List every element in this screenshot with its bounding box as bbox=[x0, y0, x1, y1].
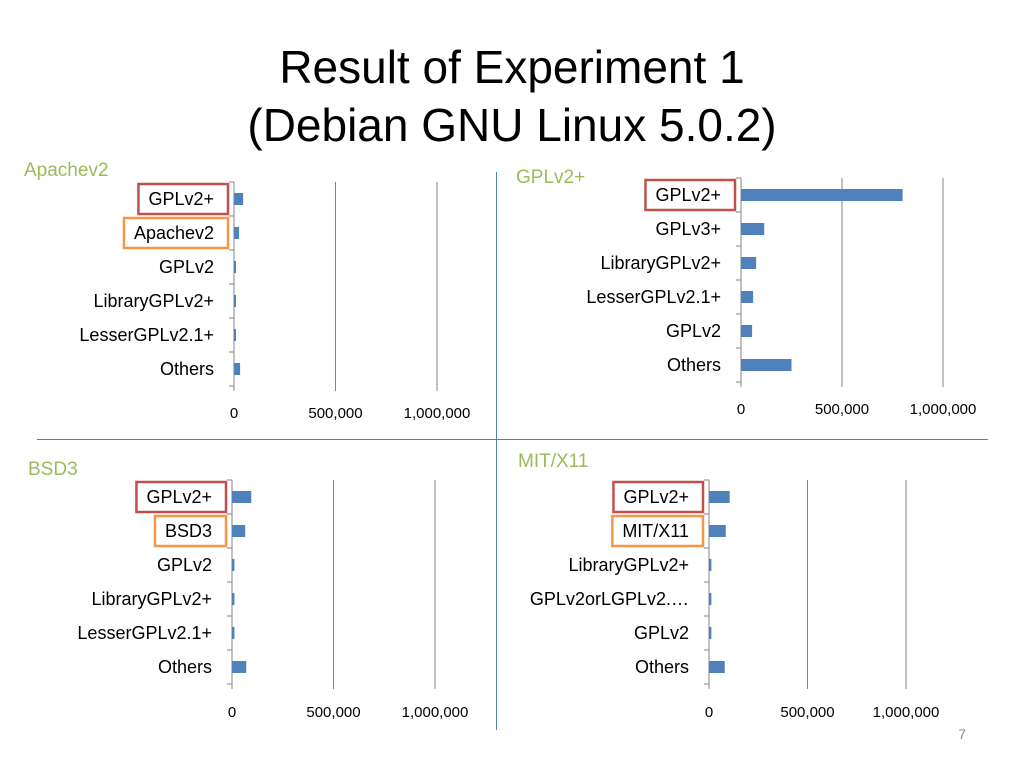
page-number: 7 bbox=[958, 726, 966, 742]
bar-apachev2 bbox=[234, 227, 240, 239]
highlight-box-mit-x11 bbox=[611, 514, 705, 548]
bar-gplv2plus bbox=[741, 359, 792, 371]
bar-bsd3 bbox=[232, 491, 252, 503]
bar-gplv2plus bbox=[741, 223, 765, 235]
bar-apachev2 bbox=[234, 363, 241, 375]
x-tick-label-gplv2plus: 1,000,000 bbox=[910, 401, 977, 418]
category-label-bsd3: Others bbox=[158, 657, 212, 677]
slide-title-line-2: (Debian GNU Linux 5.0.2) bbox=[247, 99, 777, 151]
category-label-gplv2plus: Others bbox=[667, 355, 721, 375]
bar-mit-x11 bbox=[709, 559, 712, 571]
bar-gplv2plus bbox=[741, 189, 903, 201]
x-tick-label-apachev2: 500,000 bbox=[308, 405, 362, 422]
category-label-gplv2plus: GPLv3+ bbox=[655, 219, 721, 239]
category-label-apachev2: GPLv2 bbox=[159, 257, 214, 277]
x-tick-label-bsd3: 0 bbox=[228, 704, 236, 721]
x-tick-label-mit-x11: 500,000 bbox=[780, 704, 834, 721]
category-label-bsd3: LesserGPLv2.1+ bbox=[77, 623, 212, 643]
bar-apachev2 bbox=[234, 261, 236, 273]
category-label-mit-x11: MIT/X11 bbox=[622, 521, 689, 541]
bar-mit-x11 bbox=[709, 593, 712, 605]
x-tick-label-bsd3: 500,000 bbox=[306, 704, 360, 721]
category-label-gplv2plus: LibraryGPLv2+ bbox=[600, 253, 721, 273]
category-label-apachev2: LibraryGPLv2+ bbox=[93, 291, 214, 311]
category-label-bsd3: GPLv2+ bbox=[146, 487, 212, 507]
category-label-apachev2: Apachev2 bbox=[134, 223, 214, 243]
bar-gplv2plus bbox=[741, 257, 757, 269]
highlight-box-bsd3 bbox=[153, 514, 228, 548]
category-label-gplv2plus: GPLv2 bbox=[666, 321, 721, 341]
panel-title-apachev2: Apachev2 bbox=[24, 160, 109, 181]
category-label-bsd3: BSD3 bbox=[165, 521, 212, 541]
category-label-mit-x11: LibraryGPLv2+ bbox=[568, 555, 689, 575]
category-label-apachev2: LesserGPLv2.1+ bbox=[79, 325, 214, 345]
bar-apachev2 bbox=[234, 193, 244, 205]
category-label-gplv2plus: LesserGPLv2.1+ bbox=[586, 287, 721, 307]
highlight-box-apachev2 bbox=[137, 182, 230, 216]
panel-title-gplv2plus: GPLv2+ bbox=[516, 167, 586, 188]
highlight-box-gplv2plus bbox=[644, 178, 737, 212]
bar-apachev2 bbox=[234, 329, 236, 341]
x-tick-label-gplv2plus: 500,000 bbox=[815, 401, 869, 418]
x-tick-label-bsd3: 1,000,000 bbox=[402, 704, 469, 721]
bar-bsd3 bbox=[232, 525, 246, 537]
category-label-mit-x11: GPLv2+ bbox=[623, 487, 689, 507]
vertical-divider bbox=[496, 172, 497, 730]
bar-mit-x11 bbox=[709, 627, 712, 639]
panel-title-bsd3: BSD3 bbox=[28, 459, 78, 480]
bar-mit-x11 bbox=[709, 525, 726, 537]
panel-title-mit-x11: MIT/X11 bbox=[518, 451, 589, 472]
x-tick-label-gplv2plus: 0 bbox=[737, 401, 745, 418]
category-label-mit-x11: Others bbox=[635, 657, 689, 677]
horizontal-divider bbox=[37, 439, 988, 440]
bar-bsd3 bbox=[232, 627, 235, 639]
category-label-apachev2: GPLv2+ bbox=[148, 189, 214, 209]
category-label-mit-x11: GPLv2 bbox=[634, 623, 689, 643]
category-label-mit-x11: GPLv2orLGPLv2.… bbox=[530, 589, 689, 609]
slide-title-line-1: Result of Experiment 1 bbox=[279, 41, 745, 93]
category-label-bsd3: GPLv2 bbox=[157, 555, 212, 575]
bar-apachev2 bbox=[234, 295, 236, 307]
bar-mit-x11 bbox=[709, 661, 725, 673]
category-label-bsd3: LibraryGPLv2+ bbox=[91, 589, 212, 609]
highlight-box-apachev2 bbox=[122, 216, 230, 250]
bar-bsd3 bbox=[232, 661, 247, 673]
bar-gplv2plus bbox=[741, 291, 754, 303]
bar-mit-x11 bbox=[709, 491, 730, 503]
bar-bsd3 bbox=[232, 593, 235, 605]
category-label-gplv2plus: GPLv2+ bbox=[655, 185, 721, 205]
x-tick-label-mit-x11: 1,000,000 bbox=[873, 704, 940, 721]
x-tick-label-apachev2: 0 bbox=[230, 405, 238, 422]
bar-gplv2plus bbox=[741, 325, 753, 337]
bar-bsd3 bbox=[232, 559, 235, 571]
highlight-box-bsd3 bbox=[135, 480, 228, 514]
x-tick-label-apachev2: 1,000,000 bbox=[404, 405, 471, 422]
category-label-apachev2: Others bbox=[160, 359, 214, 379]
x-tick-label-mit-x11: 0 bbox=[705, 704, 713, 721]
slide-title: Result of Experiment 1 (Debian GNU Linux… bbox=[0, 38, 1024, 154]
highlight-box-mit-x11 bbox=[612, 480, 705, 514]
